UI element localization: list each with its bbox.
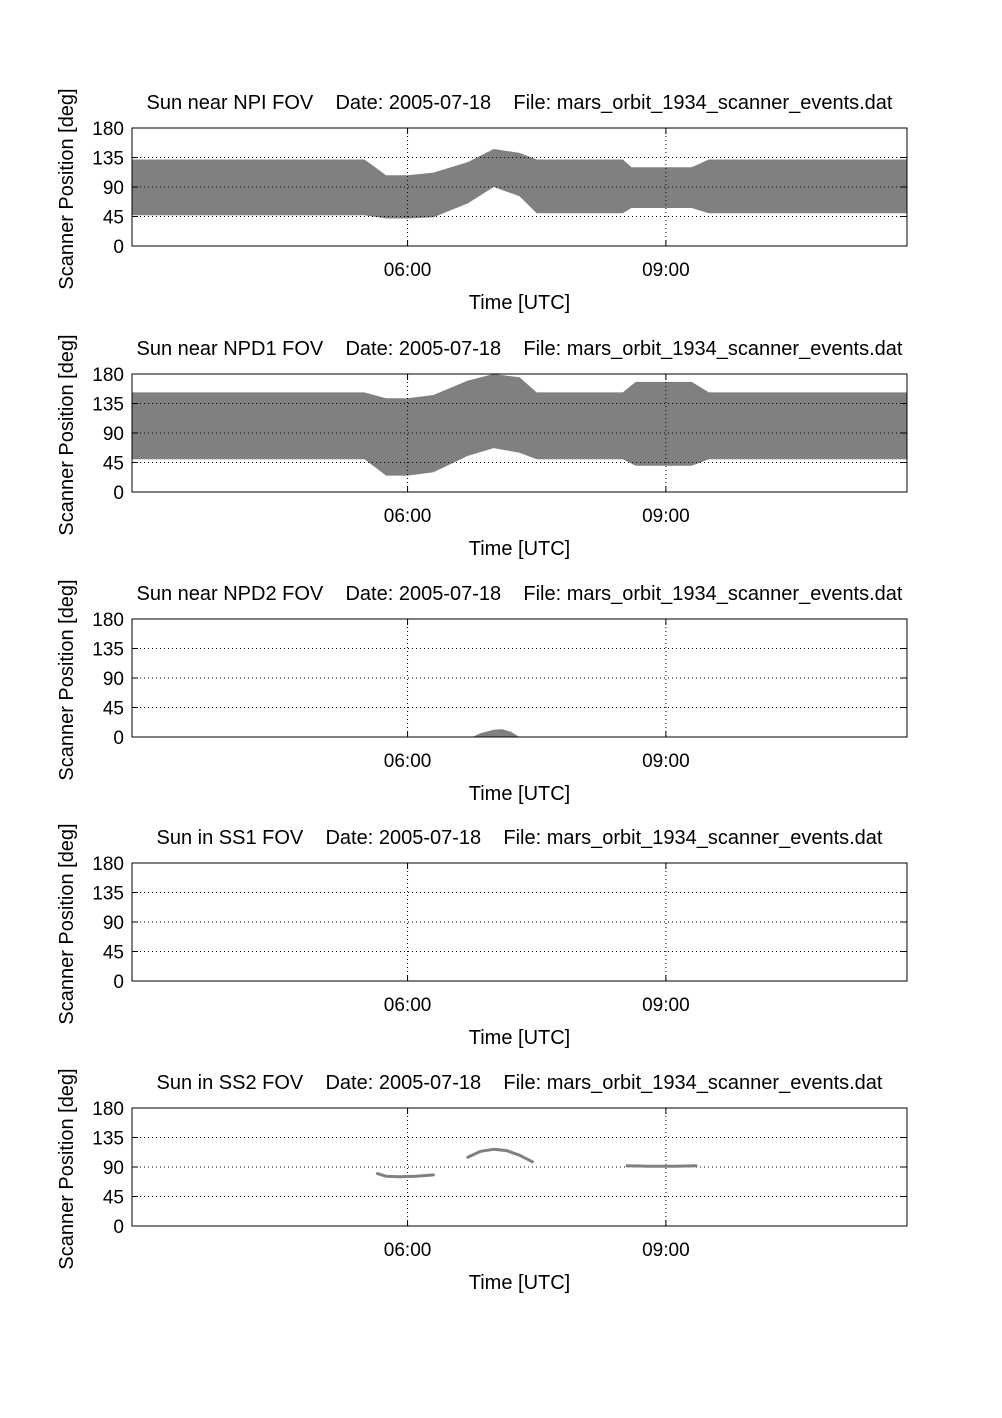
y-tick-label: 135 [92, 395, 124, 416]
series-line-3 [625, 1164, 698, 1168]
y-tick-label: 0 [113, 728, 124, 749]
x-axis-label: Time [UTC] [469, 1027, 570, 1049]
scanner-band-1 [132, 149, 907, 219]
y-tick-label: 135 [92, 1129, 124, 1150]
subplot-3: 0 45 90 135 180 06:00 09:00 Sun near NPD2 FOV D… [56, 579, 908, 805]
y-tick-label: 0 [113, 483, 124, 504]
series-line-1 [375, 1172, 435, 1179]
y-axis-label: Scanner Position [deg] [56, 334, 78, 535]
x-tick-label: 06:00 [384, 1240, 432, 1261]
y-axis-label: Scanner Position [deg] [56, 1068, 78, 1269]
y-tick-label: 180 [92, 119, 124, 140]
x-axis-label: Time [UTC] [469, 292, 570, 314]
y-tick-label: 180 [92, 610, 124, 631]
subplot-5: 0 45 90 135 180 06:00 09:00 Sun in SS2 FOV Date… [56, 1068, 908, 1294]
y-tick-label: 90 [103, 913, 124, 934]
subplot-1: 0 45 90 135 180 06:00 09:00 Sun near NPI FOV Da… [56, 88, 908, 314]
x-tick-label: 09:00 [642, 751, 690, 772]
x-tick-label: 09:00 [642, 260, 690, 281]
y-tick-label: 45 [103, 454, 124, 475]
x-tick-label: 09:00 [642, 506, 690, 527]
y-tick-label: 45 [103, 943, 124, 964]
y-tick-label: 135 [92, 640, 124, 661]
x-tick-label: 09:00 [642, 1240, 690, 1261]
chart-title: Sun in SS2 FOV Date: 2005-07-18 File: ma… [157, 1072, 883, 1094]
y-tick-label: 0 [113, 1217, 124, 1238]
subplot-2: 0 45 90 135 180 06:00 09:00 Sun near NPD1 FOV D… [56, 334, 908, 560]
y-tick-label: 180 [92, 365, 124, 386]
x-axis-label: Time [UTC] [469, 1272, 570, 1294]
x-axis-label: Time [UTC] [469, 783, 570, 805]
y-tick-label: 45 [103, 1188, 124, 1209]
x-tick-label: 06:00 [384, 506, 432, 527]
chart-title: Sun near NPI FOV Date: 2005-07-18 File: … [147, 92, 893, 114]
y-tick-label: 180 [92, 1099, 124, 1120]
subplot-4: 0 45 90 135 180 06:00 09:00 Sun in SS1 FOV Date… [56, 823, 908, 1049]
y-tick-label: 90 [103, 424, 124, 445]
y-tick-label: 45 [103, 208, 124, 229]
chart-title: Sun near NPD1 FOV Date: 2005-07-18 File:… [137, 338, 903, 360]
scanner-band-1 [472, 729, 520, 737]
chart-title: Sun in SS1 FOV Date: 2005-07-18 File: ma… [157, 827, 883, 849]
x-tick-label: 09:00 [642, 995, 690, 1016]
y-tick-label: 135 [92, 149, 124, 170]
y-tick-label: 90 [103, 1158, 124, 1179]
y-tick-label: 180 [92, 854, 124, 875]
x-tick-label: 06:00 [384, 995, 432, 1016]
scanner-band-1 [132, 374, 907, 476]
x-tick-label: 06:00 [384, 260, 432, 281]
y-tick-label: 90 [103, 669, 124, 690]
x-tick-label: 06:00 [384, 751, 432, 772]
y-tick-label: 0 [113, 237, 124, 258]
series-line-2 [466, 1147, 534, 1164]
x-axis-label: Time [UTC] [469, 538, 570, 560]
y-axis-label: Scanner Position [deg] [56, 579, 78, 780]
y-axis-label: Scanner Position [deg] [56, 823, 78, 1024]
chart-title: Sun near NPD2 FOV Date: 2005-07-18 File:… [137, 583, 903, 605]
y-tick-label: 90 [103, 178, 124, 199]
y-tick-label: 135 [92, 884, 124, 905]
y-tick-label: 0 [113, 972, 124, 993]
y-axis-label: Scanner Position [deg] [56, 88, 78, 289]
y-tick-label: 45 [103, 699, 124, 720]
